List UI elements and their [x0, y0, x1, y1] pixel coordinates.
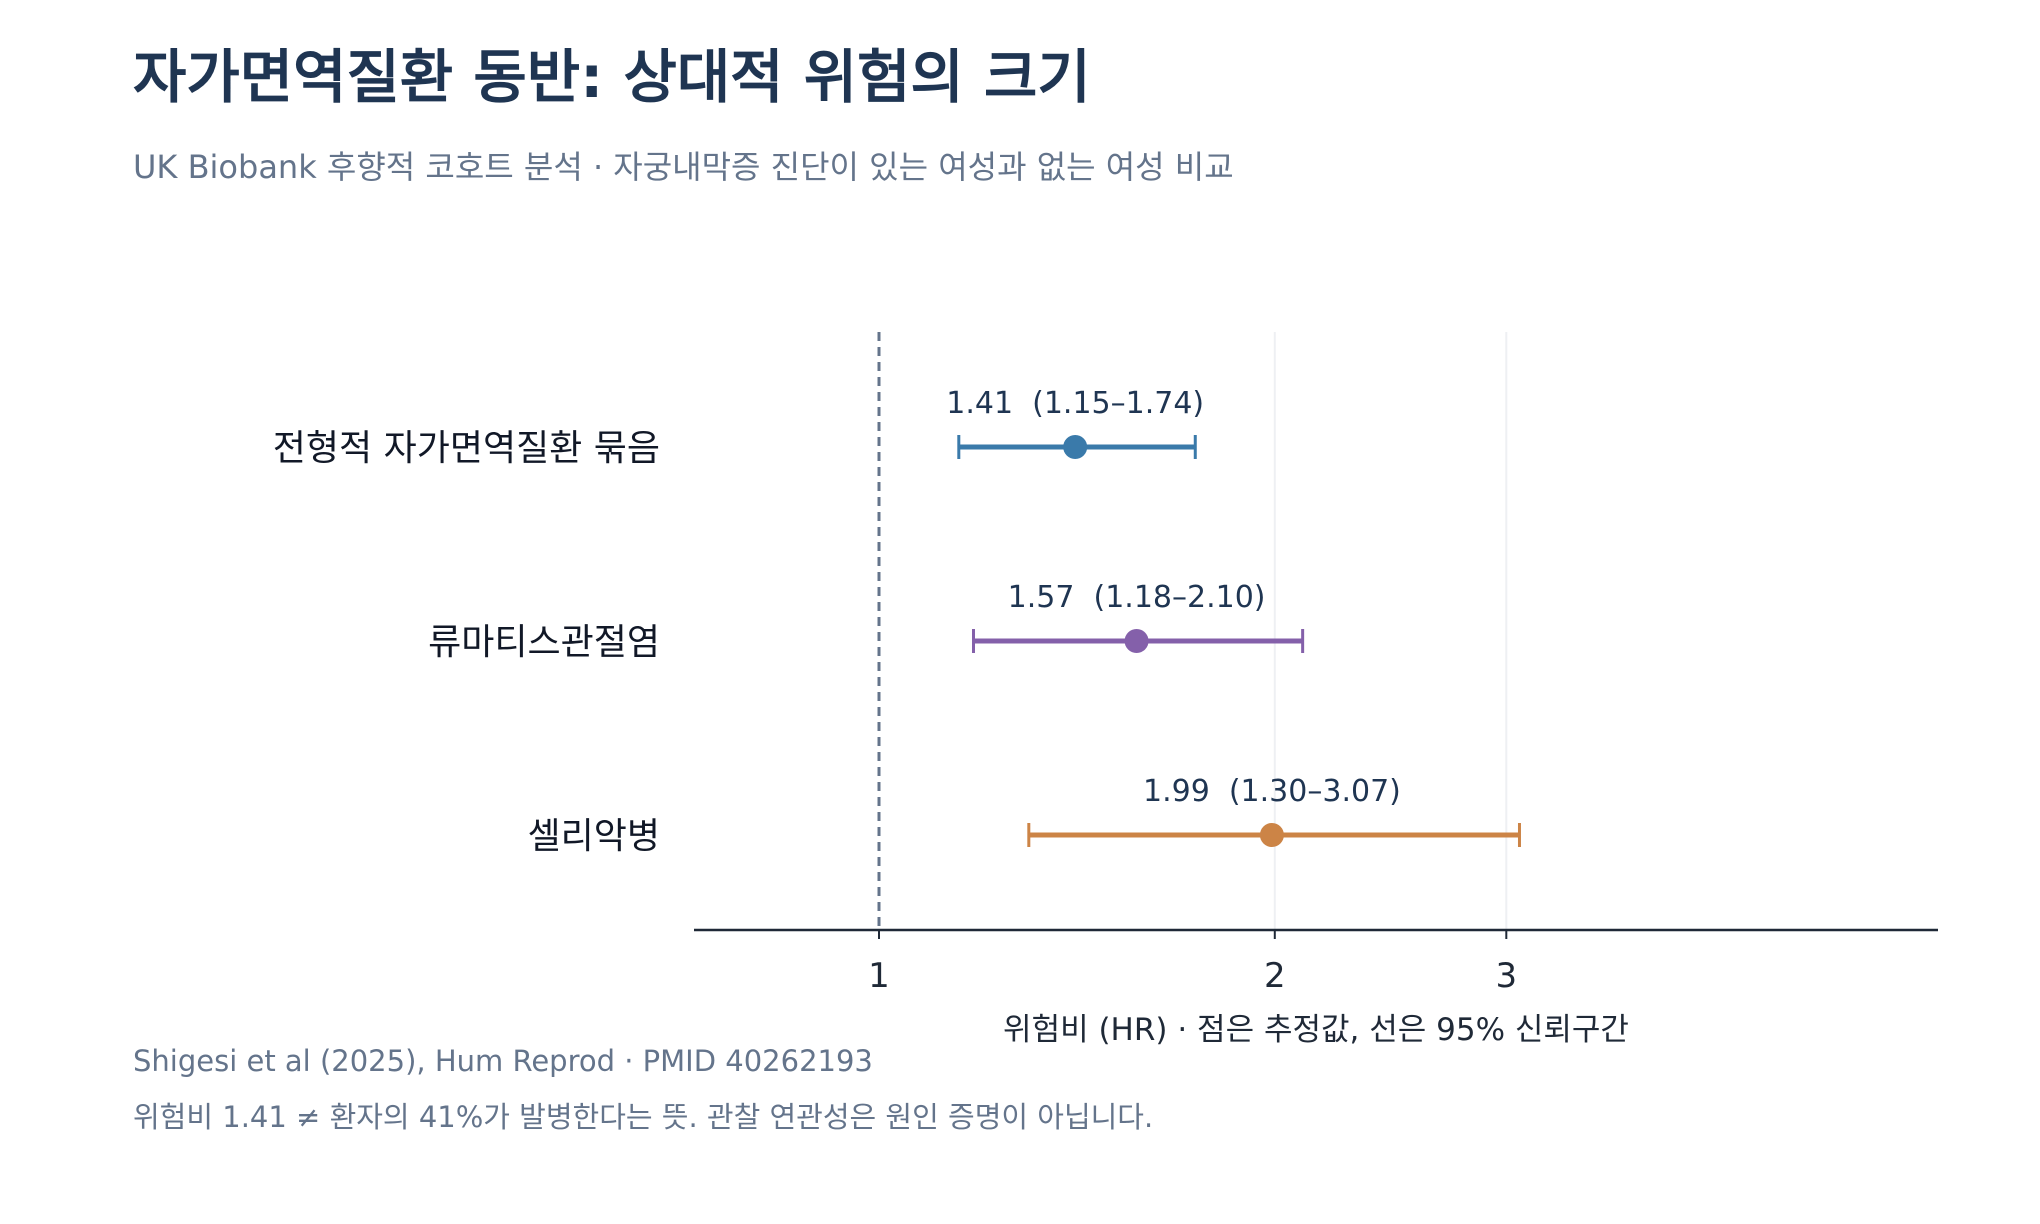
point-estimate [1124, 629, 1149, 653]
x-axis-label: 위험비 (HR) · 점은 추정값, 선은 95% 신뢰구간 [1003, 1012, 1629, 1048]
point-estimate [1063, 435, 1088, 459]
chart-title: 자가면역질환 동반: 상대적 위험의 크기 [133, 43, 1091, 111]
chart-subtitle: UK Biobank 후향적 코호트 분석 · 자궁내막증 진단이 있는 여성과… [133, 148, 1234, 186]
row-label: 류마티스관절염 [428, 622, 660, 663]
estimate-label: 1.57 (1.18–2.10) [1008, 580, 1266, 615]
point-estimate [1259, 823, 1284, 847]
interpretation-note: 위험비 1.41 ≠ 환자의 41%가 발병한다는 뜻. 관찰 연관성은 원인 … [133, 1100, 1154, 1134]
row-label: 셀리악병 [528, 816, 660, 857]
x-tick-label: 1 [868, 956, 890, 996]
estimate-label: 1.99 (1.30–3.07) [1143, 774, 1401, 809]
x-tick-label: 2 [1264, 956, 1286, 996]
estimate-label: 1.41 (1.15–1.74) [946, 386, 1204, 421]
source-citation: Shigesi et al (2025), Hum Reprod · PMID … [133, 1044, 873, 1078]
x-tick-label: 3 [1495, 956, 1517, 996]
row-label: 전형적 자가면역질환 묶음 [273, 428, 660, 469]
